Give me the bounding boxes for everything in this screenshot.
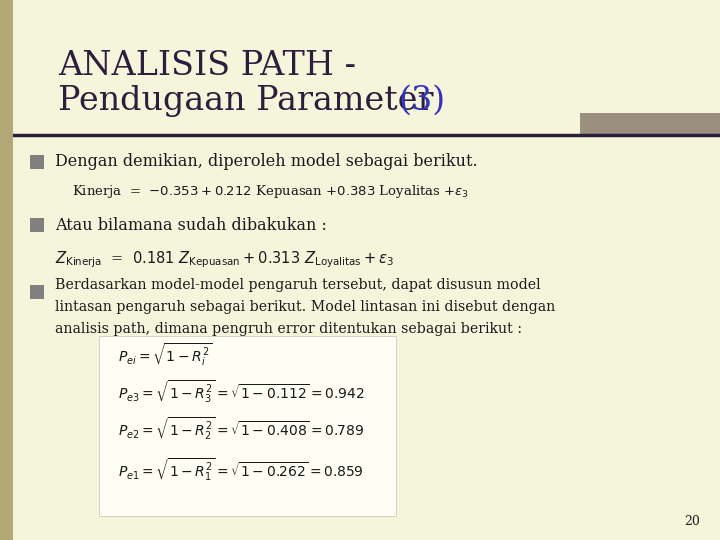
Text: Dengan demikian, diperoleh model sebagai berikut.: Dengan demikian, diperoleh model sebagai… — [55, 153, 477, 171]
Text: Berdasarkan model-model pengaruh tersebut, dapat disusun model: Berdasarkan model-model pengaruh tersebu… — [55, 278, 541, 292]
Bar — [0, 0, 13, 540]
Text: $Z_{\mathrm{Kinerja}}$  =  $0.181\ Z_{\mathrm{Kepuasan}} + 0.313\ Z_{\mathrm{Loy: $Z_{\mathrm{Kinerja}}$ = $0.181\ Z_{\mat… — [55, 249, 394, 271]
Text: (3): (3) — [398, 85, 445, 117]
Text: $P_{e2} = \sqrt{1 - R_2^2} = \sqrt{1 - 0.408} = 0.789$: $P_{e2} = \sqrt{1 - R_2^2} = \sqrt{1 - 0… — [118, 416, 364, 442]
Text: analisis path, dimana pengruh error ditentukan sebagai berikut :: analisis path, dimana pengruh error dite… — [55, 322, 522, 336]
Bar — [580, 113, 720, 135]
Text: lintasan pengaruh sebagai berikut. Model lintasan ini disebut dengan: lintasan pengaruh sebagai berikut. Model… — [55, 300, 555, 314]
Bar — [30, 218, 44, 232]
Text: Atau bilamana sudah dibakukan :: Atau bilamana sudah dibakukan : — [55, 217, 327, 233]
Text: Kinerja  =  $-0.353 + 0.212$ Kepuasan $+ 0.383$ Loyalitas $+ \varepsilon_3$: Kinerja = $-0.353 + 0.212$ Kepuasan $+ 0… — [72, 184, 469, 200]
Text: Pendugaan Parameter: Pendugaan Parameter — [58, 85, 444, 117]
Bar — [30, 155, 44, 169]
FancyBboxPatch shape — [99, 336, 396, 516]
Bar — [30, 285, 44, 299]
Text: 20: 20 — [684, 515, 700, 528]
Text: ANALISIS PATH -: ANALISIS PATH - — [58, 50, 356, 82]
Text: $P_{e1} = \sqrt{1 - R_1^2} = \sqrt{1 - 0.262} = 0.859$: $P_{e1} = \sqrt{1 - R_1^2} = \sqrt{1 - 0… — [118, 457, 364, 483]
Text: $P_{ei} = \sqrt{1 - R_i^2}$: $P_{ei} = \sqrt{1 - R_i^2}$ — [118, 342, 212, 368]
Text: $P_{e3} = \sqrt{1 - R_3^2} = \sqrt{1 - 0.112} = 0.942$: $P_{e3} = \sqrt{1 - R_3^2} = \sqrt{1 - 0… — [118, 379, 365, 405]
